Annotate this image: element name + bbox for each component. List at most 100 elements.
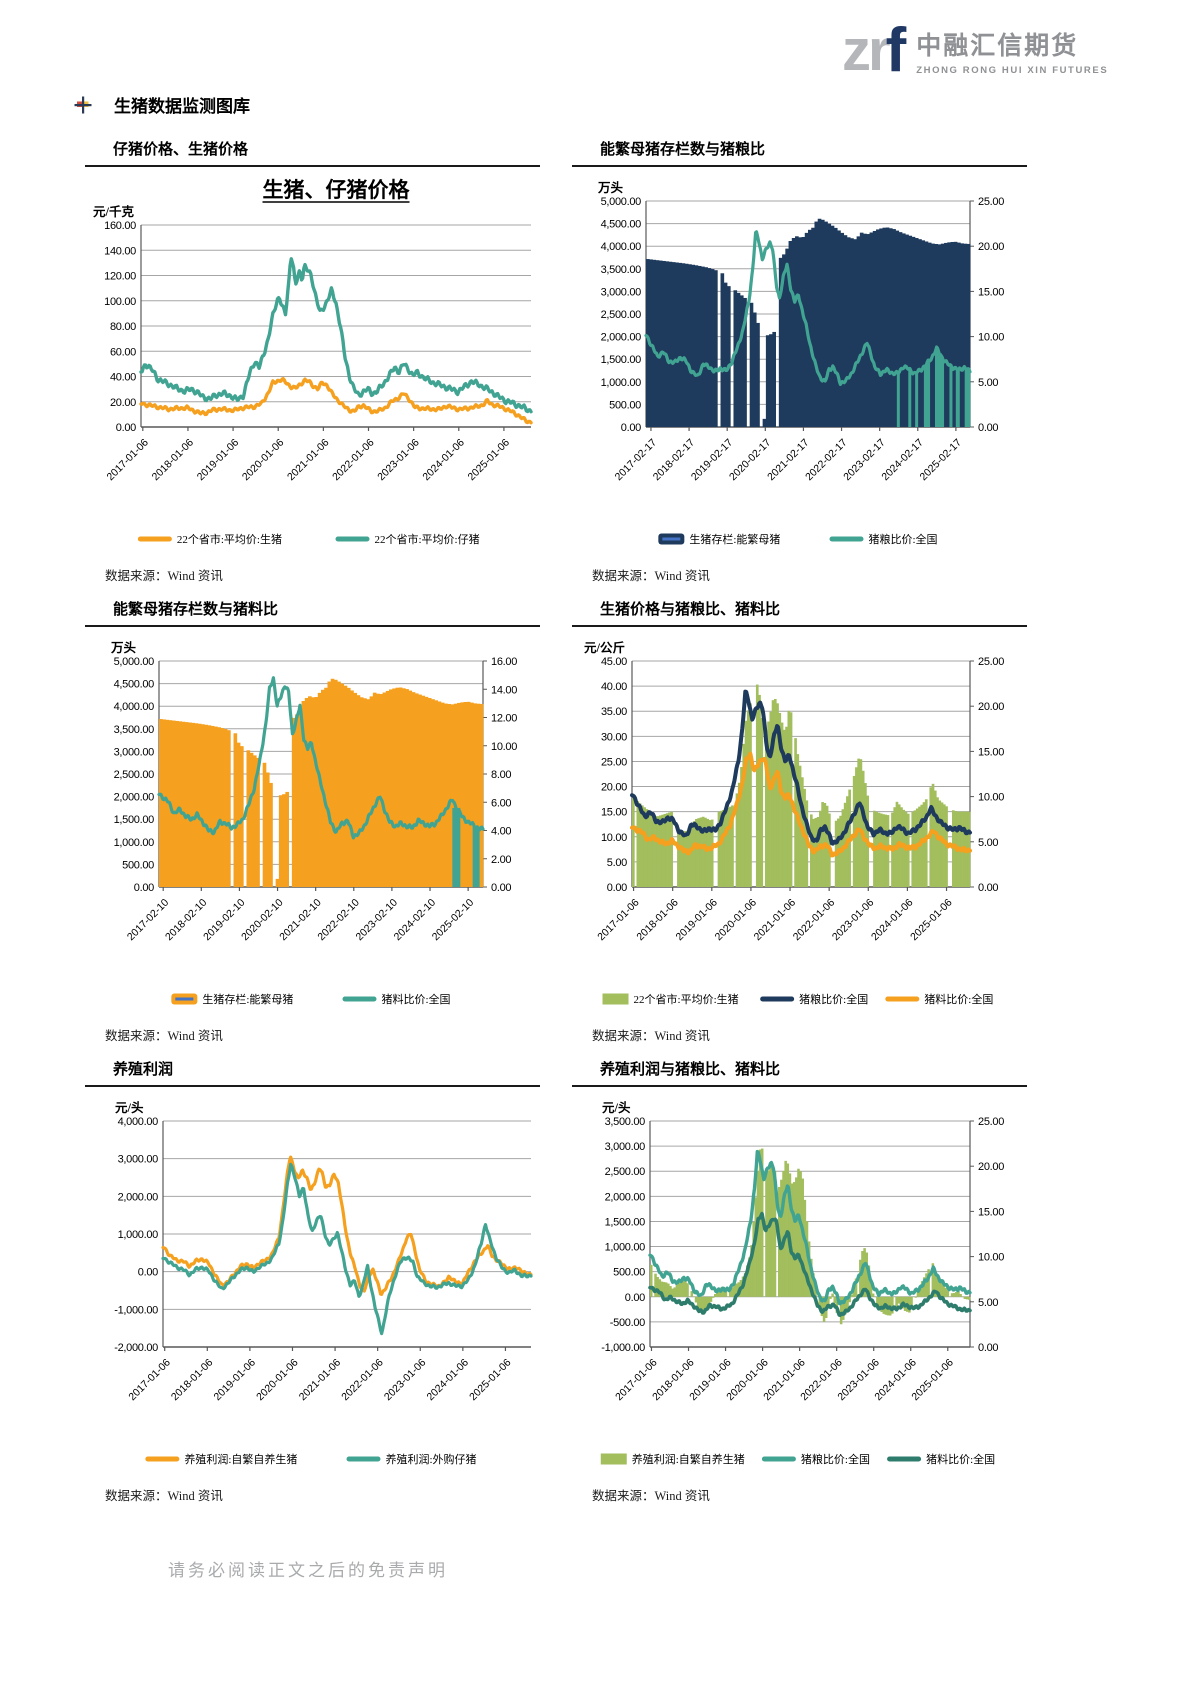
svg-text:猪料比价:全国: 猪料比价:全国: [382, 992, 451, 1006]
svg-text:2,500.00: 2,500.00: [601, 309, 642, 321]
svg-text:12.00: 12.00: [491, 713, 517, 725]
svg-text:1,000.00: 1,000.00: [601, 377, 642, 389]
chart-grid: 仔猪价格、生猪价格 0.00 20.00 40.00 60.00 80.00 100.00…: [85, 138, 1027, 1504]
chart-block-sow-inventory-grain-ratio: 能繁母猪存栏数与猪粮比 0.00 500.00 1,000.00 1,500.00 2,…: [572, 138, 1027, 584]
chart-title: 养殖利润与猪粮比、猪料比: [572, 1058, 1027, 1087]
chart-title: 生猪价格与猪粮比、猪料比: [572, 598, 1027, 627]
svg-text:2025-01-06: 2025-01-06: [466, 437, 513, 484]
svg-text:2025-02-10: 2025-02-10: [430, 897, 477, 944]
svg-text:养殖利润:自繁自养生猪: 养殖利润:自繁自养生猪: [632, 1452, 745, 1466]
svg-text:生猪存栏:能繁母猪: 生猪存栏:能繁母猪: [202, 992, 293, 1006]
svg-text:30.00: 30.00: [601, 731, 627, 743]
svg-text:10.00: 10.00: [601, 832, 627, 844]
section-header: 生猪数据监测图库: [74, 92, 250, 117]
svg-text:500.00: 500.00: [609, 399, 641, 411]
svg-text:4,500.00: 4,500.00: [601, 219, 642, 231]
svg-text:0.00: 0.00: [978, 882, 998, 894]
svg-text:2018-01-06: 2018-01-06: [169, 1357, 216, 1404]
company-logo: zr f 中融汇信期货 ZHONG RONG HUI XIN FUTURES: [842, 16, 1108, 85]
chart-canvas-sow-inventory-feed-ratio: 0.00 500.00 1,000.00 1,500.00 2,000.00 2,500.…: [110, 640, 518, 1006]
svg-text:0.00: 0.00: [625, 1292, 645, 1304]
svg-text:22个省市:平均价:生猪: 22个省市:平均价:生猪: [177, 532, 282, 546]
svg-text:0.00: 0.00: [491, 882, 511, 894]
logo-wordmark: 中融汇信期货 ZHONG RONG HUI XIN FUTURES: [916, 26, 1108, 76]
svg-text:0.00: 0.00: [978, 422, 998, 434]
svg-text:2017-01-06: 2017-01-06: [126, 1357, 173, 1404]
chart-block-hog-price-ratios: 生猪价格与猪粮比、猪料比 0.00 5.00 10.00 15.00 20.00 25.0…: [572, 598, 1027, 1044]
svg-text:2025-01-06: 2025-01-06: [467, 1357, 514, 1404]
chart-canvas-hog-price-ratios: 0.00 5.00 10.00 15.00 20.00 25.00 30.00 35.00 40…: [584, 640, 1005, 1006]
svg-text:45.00: 45.00: [601, 656, 627, 668]
svg-text:20.00: 20.00: [978, 1161, 1004, 1173]
svg-text:2025-02-17: 2025-02-17: [918, 437, 965, 484]
svg-text:0.00: 0.00: [138, 1267, 158, 1279]
svg-text:20.00: 20.00: [601, 782, 627, 794]
logo-f-text: f: [885, 16, 907, 85]
svg-text:20.00: 20.00: [978, 701, 1004, 713]
svg-text:5.00: 5.00: [978, 377, 998, 389]
svg-text:2022-01-06: 2022-01-06: [339, 1357, 386, 1404]
svg-text:4,000.00: 4,000.00: [601, 241, 642, 253]
svg-text:35.00: 35.00: [601, 706, 627, 718]
chart-block-profit-ratios: 养殖利润与猪粮比、猪料比 -1,000.00 -500.00 0.00 500.00 1…: [572, 1058, 1027, 1504]
svg-text:140.00: 140.00: [104, 245, 136, 257]
svg-text:6.00: 6.00: [491, 797, 511, 809]
section-bullet-icon: [74, 96, 92, 113]
svg-text:2,000.00: 2,000.00: [605, 1191, 646, 1203]
svg-text:15.00: 15.00: [978, 746, 1004, 758]
chart-block-breeding-profit: 养殖利润 -2,000.00 -1,000.00 0.00 1,000.00 2,000…: [85, 1058, 540, 1504]
svg-text:160.00: 160.00: [104, 220, 136, 232]
svg-text:万头: 万头: [597, 180, 624, 195]
svg-text:-1,000.00: -1,000.00: [601, 1342, 645, 1354]
svg-text:25.00: 25.00: [978, 656, 1004, 668]
svg-text:80.00: 80.00: [110, 321, 136, 333]
svg-text:元/千克: 元/千克: [93, 204, 134, 219]
svg-text:5.00: 5.00: [978, 1297, 998, 1309]
svg-text:2.00: 2.00: [491, 854, 511, 866]
svg-text:22个省市:平均价:生猪: 22个省市:平均价:生猪: [634, 992, 739, 1006]
svg-text:元/头: 元/头: [602, 1100, 631, 1115]
svg-text:猪粮比价:全国: 猪粮比价:全国: [869, 532, 938, 546]
svg-text:养殖利润:外购仔猪: 养殖利润:外购仔猪: [386, 1452, 477, 1466]
svg-text:-500.00: -500.00: [610, 1317, 645, 1329]
svg-text:元/公斤: 元/公斤: [584, 640, 625, 655]
svg-text:2023-01-06: 2023-01-06: [375, 437, 422, 484]
svg-text:4.00: 4.00: [491, 826, 511, 838]
svg-text:8.00: 8.00: [491, 769, 511, 781]
svg-text:16.00: 16.00: [491, 656, 517, 668]
svg-text:4,000.00: 4,000.00: [118, 1116, 159, 1128]
svg-text:100.00: 100.00: [104, 296, 136, 308]
svg-text:15.00: 15.00: [601, 807, 627, 819]
svg-text:2023-01-06: 2023-01-06: [382, 1357, 429, 1404]
svg-text:猪料比价:全国: 猪料比价:全国: [926, 1452, 995, 1466]
svg-text:10.00: 10.00: [978, 332, 1004, 344]
svg-text:猪粮比价:全国: 猪粮比价:全国: [801, 1452, 870, 1466]
svg-text:1,500.00: 1,500.00: [114, 814, 155, 826]
svg-text:2019-01-06: 2019-01-06: [212, 1357, 259, 1404]
data-source: 数据来源：Wind 资讯: [105, 1489, 223, 1503]
svg-text:2020-01-06: 2020-01-06: [240, 437, 287, 484]
svg-text:2021-01-06: 2021-01-06: [285, 437, 332, 484]
svg-text:养殖利润:自繁自养生猪: 养殖利润:自繁自养生猪: [184, 1452, 297, 1466]
svg-text:2,000.00: 2,000.00: [118, 1191, 159, 1203]
svg-text:2020-01-06: 2020-01-06: [254, 1357, 301, 1404]
svg-text:2,000.00: 2,000.00: [114, 792, 155, 804]
logo-company-name-cn: 中融汇信期货: [916, 32, 1079, 60]
svg-text:120.00: 120.00: [104, 271, 136, 283]
svg-text:3,000.00: 3,000.00: [605, 1141, 646, 1153]
svg-text:2,500.00: 2,500.00: [605, 1166, 646, 1178]
svg-text:2025-01-06: 2025-01-06: [908, 897, 955, 944]
svg-text:10.00: 10.00: [978, 792, 1004, 804]
svg-text:3,500.00: 3,500.00: [601, 264, 642, 276]
chart-canvas-breeding-profit: -2,000.00 -1,000.00 0.00 1,000.00 2,000.00 3,…: [114, 1100, 533, 1466]
svg-text:万头: 万头: [110, 640, 137, 655]
svg-text:5.00: 5.00: [607, 857, 627, 869]
svg-text:2018-01-06: 2018-01-06: [150, 437, 197, 484]
svg-text:0.00: 0.00: [116, 422, 136, 434]
svg-text:-2,000.00: -2,000.00: [114, 1342, 158, 1354]
logo-zr-text: zr: [842, 18, 891, 83]
logo-company-name-en: ZHONG RONG HUI XIN FUTURES: [916, 65, 1109, 76]
svg-text:0.00: 0.00: [978, 1342, 998, 1354]
svg-text:4,500.00: 4,500.00: [114, 679, 155, 691]
chart-canvas-piglet-hog-price: 0.00 20.00 40.00 60.00 80.00 100.00 120.00 140.…: [93, 178, 533, 546]
